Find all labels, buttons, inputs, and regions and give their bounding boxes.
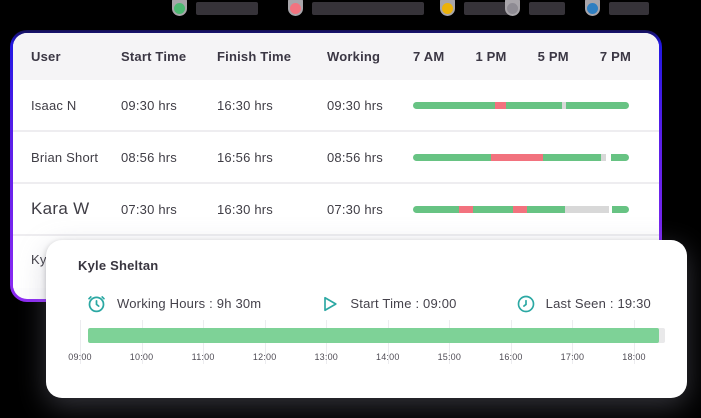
activity-segment-white bbox=[608, 205, 613, 213]
activity-segment-green bbox=[473, 205, 513, 213]
timeline-track bbox=[88, 328, 665, 343]
start-time-label: Start Time : 09:00 bbox=[350, 296, 457, 311]
activity-segment-red bbox=[459, 205, 474, 213]
timeline-tick-label: 14:00 bbox=[376, 352, 400, 362]
timeline-cell bbox=[413, 101, 659, 109]
activity-segment-green bbox=[610, 153, 629, 161]
legend-label-clipped bbox=[609, 2, 649, 15]
column-header-working: Working bbox=[327, 49, 381, 64]
working-hours-stat: Working Hours : 9h 30m bbox=[86, 293, 261, 314]
column-header-user: User bbox=[31, 49, 61, 64]
time-label-1pm: 1 PM bbox=[475, 49, 507, 64]
activity-segment-gray bbox=[565, 205, 609, 213]
legend-dot-badge bbox=[440, 0, 455, 16]
timeline-cell bbox=[413, 153, 659, 161]
activity-segment-green bbox=[413, 153, 491, 161]
working-hours-cell: 09:30 hrs bbox=[327, 97, 384, 113]
legend-green-dot-icon bbox=[174, 3, 185, 14]
activity-segment-white bbox=[606, 153, 611, 161]
user-detail-popover: Kyle Sheltan Working Hours : 9h 30m Star… bbox=[46, 240, 687, 398]
start-time-stat: Start Time : 09:00 bbox=[320, 293, 456, 314]
table-header-row: User Start Time Finish Time Working 7 AM… bbox=[13, 33, 659, 80]
time-label-7am: 7 AM bbox=[413, 49, 445, 64]
timeline-tick-label: 17:00 bbox=[560, 352, 585, 362]
activity-bar bbox=[413, 153, 629, 161]
start-time-cell: 07:30 hrs bbox=[121, 201, 178, 217]
timeline-tick-label: 11:00 bbox=[191, 352, 215, 362]
working-hours-cell: 07:30 hrs bbox=[327, 201, 384, 217]
timeline-tick-label: 18:00 bbox=[622, 352, 646, 362]
legend-dot-badge bbox=[585, 0, 600, 16]
legend-dot-badge bbox=[505, 0, 520, 16]
activity-segment-gray bbox=[562, 101, 567, 109]
timeline-tick-label: 10:00 bbox=[129, 352, 154, 362]
legend-label-clipped bbox=[464, 2, 512, 15]
timeline-working-bar bbox=[88, 328, 660, 343]
start-time-cell: 09:30 hrs bbox=[121, 97, 178, 113]
legend-gray[interactable] bbox=[505, 0, 565, 16]
legend-red[interactable] bbox=[288, 0, 424, 16]
legend-label-clipped bbox=[529, 2, 565, 15]
legend-gray-dot-icon bbox=[507, 3, 518, 14]
activity-segment-gray bbox=[600, 153, 607, 161]
column-header-start: Start Time bbox=[121, 49, 187, 64]
time-axis-header: 7 AM 1 PM 5 PM 7 PM bbox=[413, 49, 659, 64]
user-cell: Kara W bbox=[31, 199, 90, 218]
activity-bar bbox=[413, 205, 629, 213]
play-icon bbox=[320, 294, 340, 314]
popover-user-name: Kyle Sheltan bbox=[78, 258, 159, 273]
table-row[interactable]: Isaac N 09:30 hrs 16:30 hrs 09:30 hrs bbox=[13, 80, 659, 132]
legend bbox=[0, 0, 701, 18]
legend-red-dot-icon bbox=[290, 3, 301, 14]
activity-segment-green bbox=[413, 205, 460, 213]
timeline-tick-labels: 09:00 10:00 11:00 12:00 13:00 14:00 15:00 16:00… bbox=[68, 352, 645, 366]
activity-segment-green bbox=[505, 101, 563, 109]
legend-label-clipped bbox=[312, 2, 424, 15]
legend-blue[interactable] bbox=[585, 0, 649, 16]
activity-segment-green bbox=[542, 153, 601, 161]
timeline-tick-label: 16:00 bbox=[499, 352, 523, 362]
last-seen-stat: Last Seen : 19:30 bbox=[516, 293, 651, 314]
activity-bar bbox=[413, 101, 629, 109]
user-cell: Isaac N bbox=[31, 97, 77, 113]
legend-yellow-dot-icon bbox=[442, 3, 453, 14]
finish-time-cell: 16:56 hrs bbox=[217, 149, 274, 165]
finish-time-cell: 16:30 hrs bbox=[217, 97, 274, 113]
timeline-tick-label: 15:00 bbox=[437, 352, 462, 362]
legend-label-clipped bbox=[196, 2, 258, 15]
working-hours-cell: 08:56 hrs bbox=[327, 149, 384, 165]
activity-segment-red bbox=[512, 205, 528, 213]
user-cell: Brian Short bbox=[31, 149, 99, 165]
popover-timeline: 09:00 10:00 11:00 12:00 13:00 14:00 15:00 16:00… bbox=[68, 320, 665, 380]
timeline-tick-label: 12:00 bbox=[252, 352, 277, 362]
table-row[interactable]: Kara W 07:30 hrs 16:30 hrs 07:30 hrs bbox=[13, 184, 659, 236]
start-time-cell: 08:56 hrs bbox=[121, 149, 178, 165]
last-seen-label: Last Seen : 19:30 bbox=[545, 296, 651, 311]
legend-yellow[interactable] bbox=[440, 0, 512, 16]
activity-segment-green bbox=[413, 101, 496, 109]
activity-segment-green bbox=[566, 101, 629, 109]
finish-time-cell: 16:30 hrs bbox=[217, 201, 274, 217]
legend-dot-badge bbox=[288, 0, 303, 16]
activity-segment-red bbox=[490, 153, 543, 161]
timeline-cell bbox=[413, 205, 659, 213]
table-row[interactable]: Brian Short 08:56 hrs 16:56 hrs 08:56 hrs bbox=[13, 132, 659, 184]
legend-blue-dot-icon bbox=[587, 3, 598, 14]
time-label-5pm: 5 PM bbox=[537, 49, 569, 64]
timeline-tick-label: 09:00 bbox=[68, 352, 92, 362]
time-label-7pm: 7 PM bbox=[599, 49, 631, 64]
activity-segment-green bbox=[527, 205, 566, 213]
popover-stats: Working Hours : 9h 30m Start Time : 09:0… bbox=[46, 293, 687, 314]
column-header-finish: Finish Time bbox=[217, 49, 292, 64]
legend-dot-badge bbox=[172, 0, 187, 16]
clock-icon bbox=[516, 294, 536, 314]
working-hours-label: Working Hours : 9h 30m bbox=[117, 296, 262, 311]
timeline-tick-label: 13:00 bbox=[314, 352, 338, 362]
legend-green[interactable] bbox=[172, 0, 258, 16]
activity-segment-red bbox=[495, 101, 506, 109]
activity-segment-green bbox=[612, 205, 629, 213]
alarm-clock-icon bbox=[86, 293, 107, 314]
